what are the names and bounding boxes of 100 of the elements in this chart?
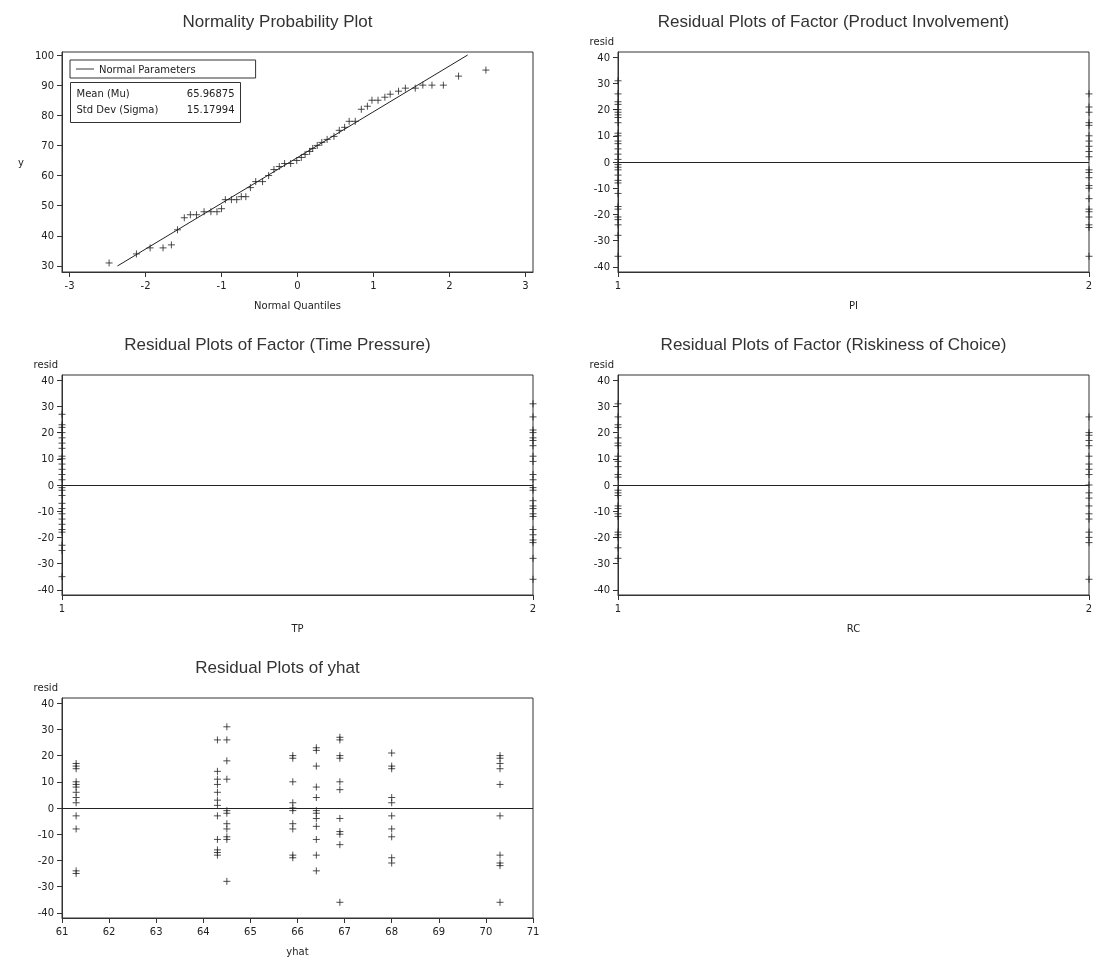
point — [246, 183, 255, 192]
point — [213, 767, 222, 776]
point — [387, 859, 396, 867]
point — [58, 509, 66, 518]
point — [58, 520, 66, 529]
point — [1085, 488, 1093, 497]
point — [614, 215, 622, 224]
y-tick-label: 30 — [41, 723, 54, 735]
chart-title: Residual Plots of Factor (Riskiness of Choice) — [660, 335, 1007, 354]
point — [529, 501, 537, 510]
point — [496, 759, 505, 768]
point — [529, 452, 537, 461]
y-tick-label: 30 — [597, 400, 610, 412]
x-axis-title: TP — [290, 622, 304, 634]
point — [317, 138, 326, 147]
point — [335, 126, 344, 135]
point — [72, 811, 81, 820]
point — [58, 444, 66, 453]
point — [206, 207, 215, 216]
point — [72, 788, 81, 797]
point — [614, 89, 622, 98]
y-tick-label: -40 — [593, 261, 610, 273]
point — [387, 749, 396, 757]
point — [222, 877, 231, 886]
y-tick-label: 70 — [41, 139, 54, 151]
point — [159, 243, 168, 252]
point — [58, 470, 66, 479]
y-tick-label: 40 — [41, 697, 54, 709]
point — [529, 554, 537, 563]
x-tick-label: 3 — [522, 279, 529, 291]
point — [1085, 147, 1093, 156]
y-tick-label: -20 — [37, 854, 54, 866]
point — [1085, 509, 1093, 518]
point — [1085, 223, 1093, 232]
point — [387, 798, 396, 807]
point — [251, 177, 260, 186]
y-tick-label: -30 — [37, 881, 54, 893]
x-tick-label: -3 — [64, 279, 75, 291]
point — [241, 192, 250, 201]
point — [72, 869, 81, 878]
y-tick-label: 30 — [41, 260, 54, 272]
point — [1085, 137, 1093, 146]
point — [614, 220, 622, 229]
point — [387, 811, 396, 820]
point — [335, 785, 344, 794]
point — [232, 195, 241, 204]
point — [496, 780, 505, 789]
point — [222, 824, 231, 833]
y-axis-title: resid — [33, 358, 58, 370]
point — [58, 428, 66, 437]
y-tick-label: -40 — [37, 907, 54, 919]
y-tick-label: 40 — [597, 51, 610, 63]
y-tick-label: 80 — [41, 109, 54, 121]
y-axis-title: resid — [589, 35, 614, 47]
point — [529, 399, 537, 408]
x-tick-label: 2 — [1085, 602, 1093, 614]
y-tick-label: 10 — [41, 776, 54, 788]
point — [222, 819, 231, 828]
point — [614, 554, 622, 563]
x-axis-title: PI — [849, 299, 858, 311]
point — [288, 824, 297, 833]
point — [1085, 515, 1093, 524]
point — [173, 225, 182, 234]
annotation: 15.17994 — [186, 104, 235, 115]
y-tick-label: -10 — [37, 505, 54, 517]
x-tick-label: 1 — [58, 602, 66, 614]
y-tick-label: -30 — [593, 558, 610, 570]
point — [312, 835, 321, 844]
point — [1085, 131, 1093, 140]
point — [335, 898, 344, 907]
point — [529, 470, 537, 479]
point — [312, 851, 321, 860]
point — [529, 575, 537, 584]
x-tick-label: 62 — [102, 925, 116, 937]
point — [496, 859, 505, 867]
x-axis-title: yhat — [286, 945, 309, 957]
point — [72, 866, 81, 875]
point — [301, 150, 310, 159]
point — [614, 252, 622, 261]
point — [269, 165, 278, 174]
point — [529, 433, 537, 442]
point — [411, 84, 420, 93]
legend-label: Normal Parameters — [99, 63, 196, 75]
point — [1085, 412, 1093, 421]
point — [496, 861, 505, 870]
point — [614, 543, 622, 552]
y-tick-label: 10 — [41, 453, 54, 465]
x-tick-label: 64 — [196, 925, 210, 937]
point — [335, 814, 344, 823]
point — [213, 811, 222, 820]
y-tick-label: 40 — [41, 230, 54, 242]
point — [213, 735, 222, 744]
y-tick-label: 0 — [603, 479, 610, 491]
point — [394, 87, 403, 96]
y-tick-label: -40 — [37, 584, 54, 596]
x-tick-label: 68 — [385, 925, 399, 937]
point — [363, 102, 372, 111]
x-axis-title: RC — [846, 622, 861, 634]
point — [529, 436, 537, 445]
point — [323, 135, 332, 144]
